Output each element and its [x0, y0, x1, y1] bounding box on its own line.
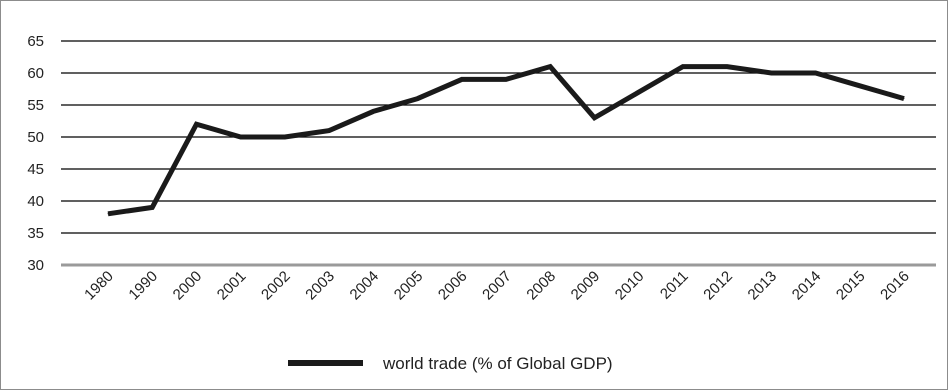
y-tick-label: 55	[27, 97, 44, 114]
data-point	[770, 72, 772, 74]
y-tick-label: 50	[27, 129, 44, 146]
legend-label: world trade (% of Global GDP)	[382, 354, 613, 373]
data-point	[682, 66, 684, 68]
data-point	[859, 85, 861, 87]
y-tick-label: 35	[27, 225, 44, 242]
y-tick-label: 65	[27, 33, 44, 50]
series-line	[107, 63, 905, 217]
data-point	[903, 98, 905, 100]
x-tick-label: 2002	[258, 268, 294, 304]
legend: world trade (% of Global GDP)	[288, 354, 613, 373]
data-point	[284, 136, 286, 138]
series-layer	[107, 63, 905, 217]
x-tick-label: 2000	[170, 268, 206, 304]
x-tick-label: 1980	[81, 268, 117, 304]
y-tick-label: 60	[27, 65, 44, 82]
data-point	[815, 72, 817, 74]
data-point	[461, 78, 463, 80]
x-tick-label: 2001	[214, 268, 250, 304]
x-tick-label: 2006	[435, 268, 471, 304]
x-tick-label: 2014	[789, 268, 825, 304]
x-tick-label: 2011	[657, 268, 692, 303]
x-tick-label: 2009	[568, 268, 604, 304]
x-tick-label: 2003	[302, 268, 338, 304]
x-tick-label: 1990	[125, 268, 161, 304]
data-point	[328, 130, 330, 132]
x-tick-label: 2007	[479, 268, 515, 304]
data-point	[417, 98, 419, 100]
y-tick-label: 30	[27, 257, 44, 274]
x-tick-label: 2015	[833, 268, 869, 304]
x-tick-label: 2010	[612, 268, 648, 304]
data-point	[505, 78, 507, 80]
x-tick-label: 2016	[877, 268, 913, 304]
x-tick-label: 2005	[391, 268, 427, 304]
x-tick-label: 2004	[347, 268, 383, 304]
y-tick-label: 40	[27, 193, 44, 210]
data-point	[240, 136, 242, 138]
data-point	[107, 213, 109, 215]
y-axis-ticks: 30 35 40 45 50 55 60 65	[27, 33, 44, 274]
data-point	[549, 66, 551, 68]
x-tick-label: 2013	[745, 268, 781, 304]
data-point	[372, 110, 374, 112]
x-axis-ticks: 1980 1990 2000 2001 2002 2003 2004 2005 2006 2007…	[81, 268, 913, 304]
data-point	[638, 91, 640, 93]
y-tick-label: 45	[27, 161, 44, 178]
data-point	[151, 206, 153, 208]
data-point	[195, 123, 197, 125]
x-tick-label: 2008	[523, 268, 559, 304]
gridlines	[61, 40, 936, 267]
data-point	[726, 66, 728, 68]
x-tick-label: 2012	[700, 268, 736, 304]
data-point	[593, 117, 595, 119]
